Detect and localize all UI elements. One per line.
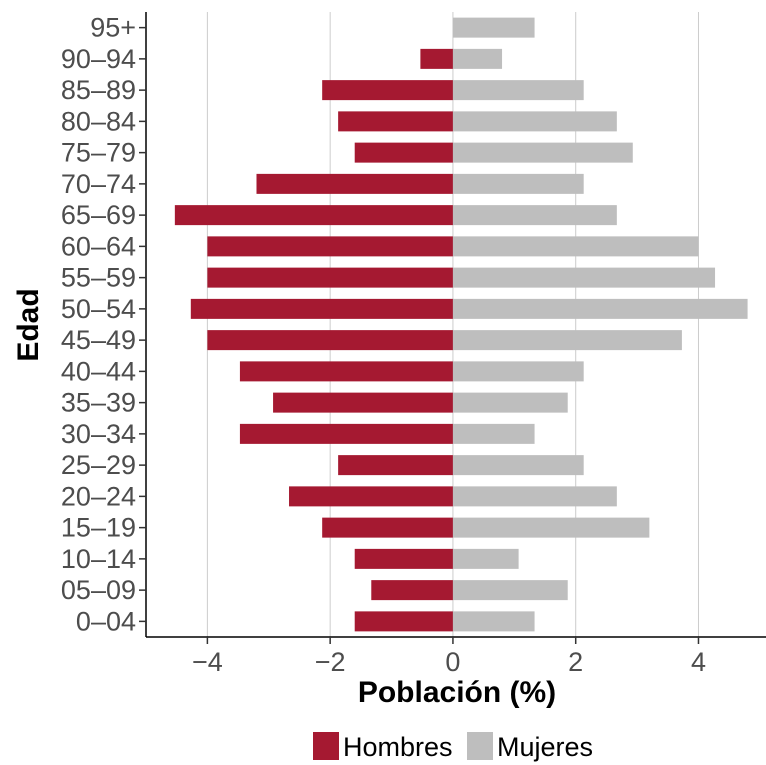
x-tick-labels: −4 −2 0 2 4 (192, 637, 706, 677)
bar-mujeres (452, 80, 584, 101)
y-tick-label: 05–09 (61, 575, 136, 605)
bar-hombres (420, 48, 453, 69)
legend-key-mujeres (467, 732, 493, 760)
bar-hombres (354, 611, 453, 632)
legend: Hombres Mujeres (313, 732, 593, 762)
y-tick-label: 75–79 (61, 138, 136, 168)
bar-hombres (207, 236, 453, 257)
x-tick-label: −4 (192, 647, 223, 677)
x-tick-label: 2 (568, 647, 583, 677)
bar-mujeres (452, 111, 617, 132)
axes (145, 12, 766, 638)
y-tick-label: 80–84 (61, 106, 136, 136)
x-axis-title: Población (%) (358, 676, 556, 709)
bar-hombres (371, 580, 453, 601)
bar-mujeres (452, 548, 519, 569)
bar-hombres (322, 517, 453, 538)
bar-mujeres (452, 580, 568, 601)
x-tick-label: −2 (315, 647, 346, 677)
y-tick-label: 85–89 (61, 75, 136, 105)
bar-hombres (239, 423, 453, 444)
y-tick-label: 45–49 (61, 325, 136, 355)
y-tick-label: 90–94 (61, 44, 136, 74)
legend-label-mujeres: Mujeres (497, 732, 593, 762)
bar-mujeres (452, 205, 617, 226)
bar-mujeres (452, 17, 535, 38)
bar-hombres (322, 80, 453, 101)
bars (174, 17, 748, 632)
y-tick-label: 70–74 (61, 169, 136, 199)
bar-hombres (207, 330, 453, 351)
legend-key-hombres (313, 732, 339, 760)
y-tick-label: 55–59 (61, 263, 136, 293)
y-tick-label: 65–69 (61, 200, 136, 230)
y-tick-label: 15–19 (61, 513, 136, 543)
bar-hombres (190, 298, 453, 319)
y-tick-label: 50–54 (61, 294, 136, 324)
bar-mujeres (452, 48, 503, 69)
y-tick-label: 10–14 (61, 544, 136, 574)
bar-hombres (338, 111, 453, 132)
bar-mujeres (452, 330, 682, 351)
y-tick-label: 20–24 (61, 481, 136, 511)
bar-hombres (239, 361, 453, 382)
bar-mujeres (452, 423, 535, 444)
bar-mujeres (452, 173, 584, 194)
bar-mujeres (452, 267, 716, 288)
y-tick-label: 60–64 (61, 231, 136, 261)
y-tick-label: 25–29 (61, 450, 136, 480)
bar-hombres (174, 205, 453, 226)
bar-hombres (354, 142, 453, 163)
y-tick-label: 35–39 (61, 388, 136, 418)
bar-hombres (289, 486, 453, 507)
bar-hombres (338, 455, 453, 476)
bar-mujeres (452, 611, 535, 632)
y-tick-label: 0–04 (76, 606, 136, 636)
bar-hombres (273, 392, 453, 413)
bar-hombres (354, 548, 453, 569)
gridlines (206, 12, 699, 637)
y-tick-label: 40–44 (61, 356, 136, 386)
bar-hombres (256, 173, 453, 194)
x-tick-label: 0 (445, 647, 460, 677)
y-axis-title: Edad (12, 288, 45, 361)
y-tick-label: 30–34 (61, 419, 136, 449)
bar-mujeres (452, 361, 584, 382)
bar-hombres (207, 267, 453, 288)
y-tick-labels: 0–0405–0910–1415–1920–2425–2930–3435–394… (61, 13, 146, 636)
bar-mujeres (452, 236, 699, 257)
bar-mujeres (452, 298, 748, 319)
x-tick-label: 4 (691, 647, 706, 677)
bar-mujeres (452, 517, 650, 538)
y-tick-label: 95+ (90, 13, 136, 43)
legend-label-hombres: Hombres (343, 732, 453, 762)
bar-mujeres (452, 392, 568, 413)
bar-mujeres (452, 486, 617, 507)
bar-mujeres (452, 142, 633, 163)
bar-mujeres (452, 455, 584, 476)
